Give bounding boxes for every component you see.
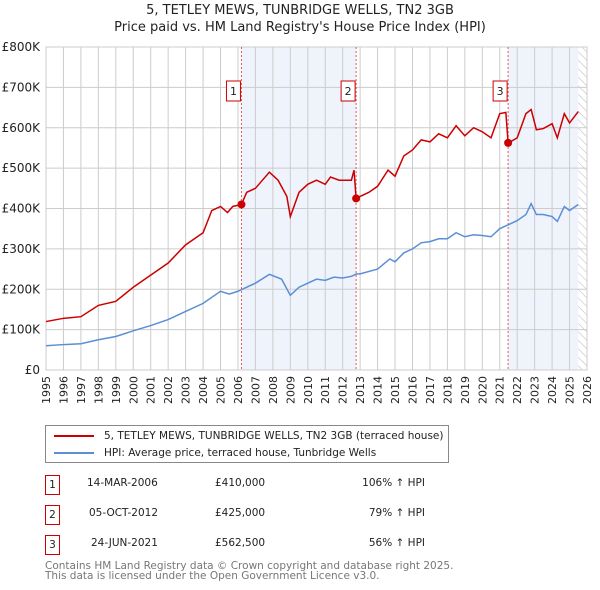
- x-tick-label: 2003: [180, 376, 193, 404]
- sale-row: 2 05-OCT-2012 £425,000 79% ↑ HPI: [45, 505, 445, 525]
- x-tick-label: 1997: [75, 376, 88, 404]
- x-tick-label: 2017: [424, 376, 437, 404]
- x-tick-label: 2014: [372, 376, 385, 404]
- y-tick-label: £700K: [2, 80, 42, 94]
- x-tick-label: 1998: [92, 376, 105, 404]
- sale-label: 2: [345, 85, 352, 98]
- legend-swatch-red: [54, 435, 94, 437]
- x-tick-label: 2018: [441, 376, 454, 404]
- sale-marker-badge: 1: [45, 475, 60, 495]
- x-tick-label: 2010: [302, 376, 315, 404]
- y-tick-label: £600K: [2, 121, 42, 135]
- sale-hpi: 106% ↑ HPI: [362, 477, 425, 489]
- x-tick-label: 2008: [267, 376, 280, 404]
- y-tick-label: £800K: [2, 40, 42, 54]
- legend-item-hpi: HPI: Average price, terraced house, Tunb…: [54, 447, 376, 459]
- y-tick-label: £500K: [2, 161, 42, 175]
- x-tick-label: 2005: [215, 376, 228, 404]
- sale-date: 24-JUN-2021: [91, 537, 158, 549]
- x-tick-label: 2009: [284, 376, 297, 404]
- sale-price: £410,000: [215, 477, 266, 489]
- x-tick-label: 2026: [581, 376, 594, 404]
- sale-label-box: [225, 80, 241, 102]
- x-tick-label: 2019: [459, 376, 472, 404]
- x-tick-label: 2007: [249, 376, 262, 404]
- legend-swatch-blue: [54, 452, 94, 454]
- x-tick-label: 2002: [162, 376, 175, 404]
- sale-row: 3 24-JUN-2021 £562,500 56% ↑ HPI: [45, 535, 445, 555]
- hpi-line: [45, 201, 579, 347]
- sale-label-box: [492, 80, 508, 102]
- plot-border: [45, 46, 588, 371]
- sale-date: 14-MAR-2006: [87, 477, 158, 489]
- x-tick-label: 2004: [197, 376, 210, 404]
- x-tick-label: 2011: [319, 376, 332, 404]
- x-tick-label: 2001: [145, 376, 158, 404]
- y-tick-label: £100K: [2, 323, 42, 337]
- sale-hpi: 79% ↑ HPI: [368, 507, 425, 519]
- footer-line: Contains HM Land Registry data © Crown c…: [45, 560, 454, 572]
- x-tick-label: 1995: [40, 376, 53, 404]
- sale-date: 05-OCT-2012: [89, 507, 158, 519]
- sale-point: [504, 138, 513, 147]
- x-tick-label: 1999: [110, 376, 123, 404]
- x-tick-label: 2020: [476, 376, 489, 404]
- x-tick-label: 2025: [564, 376, 577, 404]
- footer: Contains HM Land Registry data © Crown c…: [45, 560, 454, 582]
- x-tick-label: 2024: [546, 376, 559, 404]
- plot-area: 1995 1996 1997 1998 1999 2000 2001 2002 2003 2004…: [2, 40, 594, 404]
- sale-point: [237, 200, 246, 209]
- y-tick-label: £400K: [2, 202, 42, 216]
- x-tick-label: 2021: [494, 376, 507, 404]
- x-tick-label: 1996: [57, 376, 70, 404]
- legend-label: 5, TETLEY MEWS, TUNBRIDGE WELLS, TN2 3GB…: [104, 430, 444, 442]
- sale-hpi: 56% ↑ HPI: [368, 537, 425, 549]
- sale-marker-badge: 3: [45, 535, 60, 555]
- x-tick-label: 2023: [529, 376, 542, 404]
- x-tick-label: 2012: [337, 376, 350, 404]
- x-tick-label: 2006: [232, 376, 245, 404]
- sale-marker-badge: 2: [45, 505, 60, 525]
- chart-subtitle: Price paid vs. HM Land Registry's House …: [114, 20, 486, 35]
- sale-label: 1: [230, 85, 237, 98]
- y-tick-label: £200K: [2, 282, 42, 296]
- x-tick-label: 2016: [406, 376, 419, 404]
- sale-row: 1 14-MAR-2006 £410,000 106% ↑ HPI: [45, 475, 445, 495]
- chart-title: 5, TETLEY MEWS, TUNBRIDGE WELLS, TN2 3GB: [146, 3, 454, 18]
- x-tick-label: 2015: [389, 376, 402, 404]
- sale-point: [352, 194, 361, 203]
- sale-price: £562,500: [215, 537, 266, 549]
- legend-label: HPI: Average price, terraced house, Tunb…: [104, 447, 377, 459]
- footer-line: This data is licensed under the Open Gov…: [45, 570, 380, 582]
- x-tick-label: 2000: [127, 376, 140, 404]
- legend: 5, TETLEY MEWS, TUNBRIDGE WELLS, TN2 3GB…: [45, 425, 449, 463]
- y-tick-label: £0: [25, 363, 40, 377]
- sale-label-box: [340, 80, 356, 102]
- legend-item-property: 5, TETLEY MEWS, TUNBRIDGE WELLS, TN2 3GB…: [54, 430, 443, 442]
- sale-price: £425,000: [215, 507, 266, 519]
- y-tick-label: £300K: [2, 242, 42, 256]
- sale-label: 3: [497, 85, 504, 98]
- x-tick-label: 2013: [354, 376, 367, 404]
- x-tick-label: 2022: [511, 376, 524, 404]
